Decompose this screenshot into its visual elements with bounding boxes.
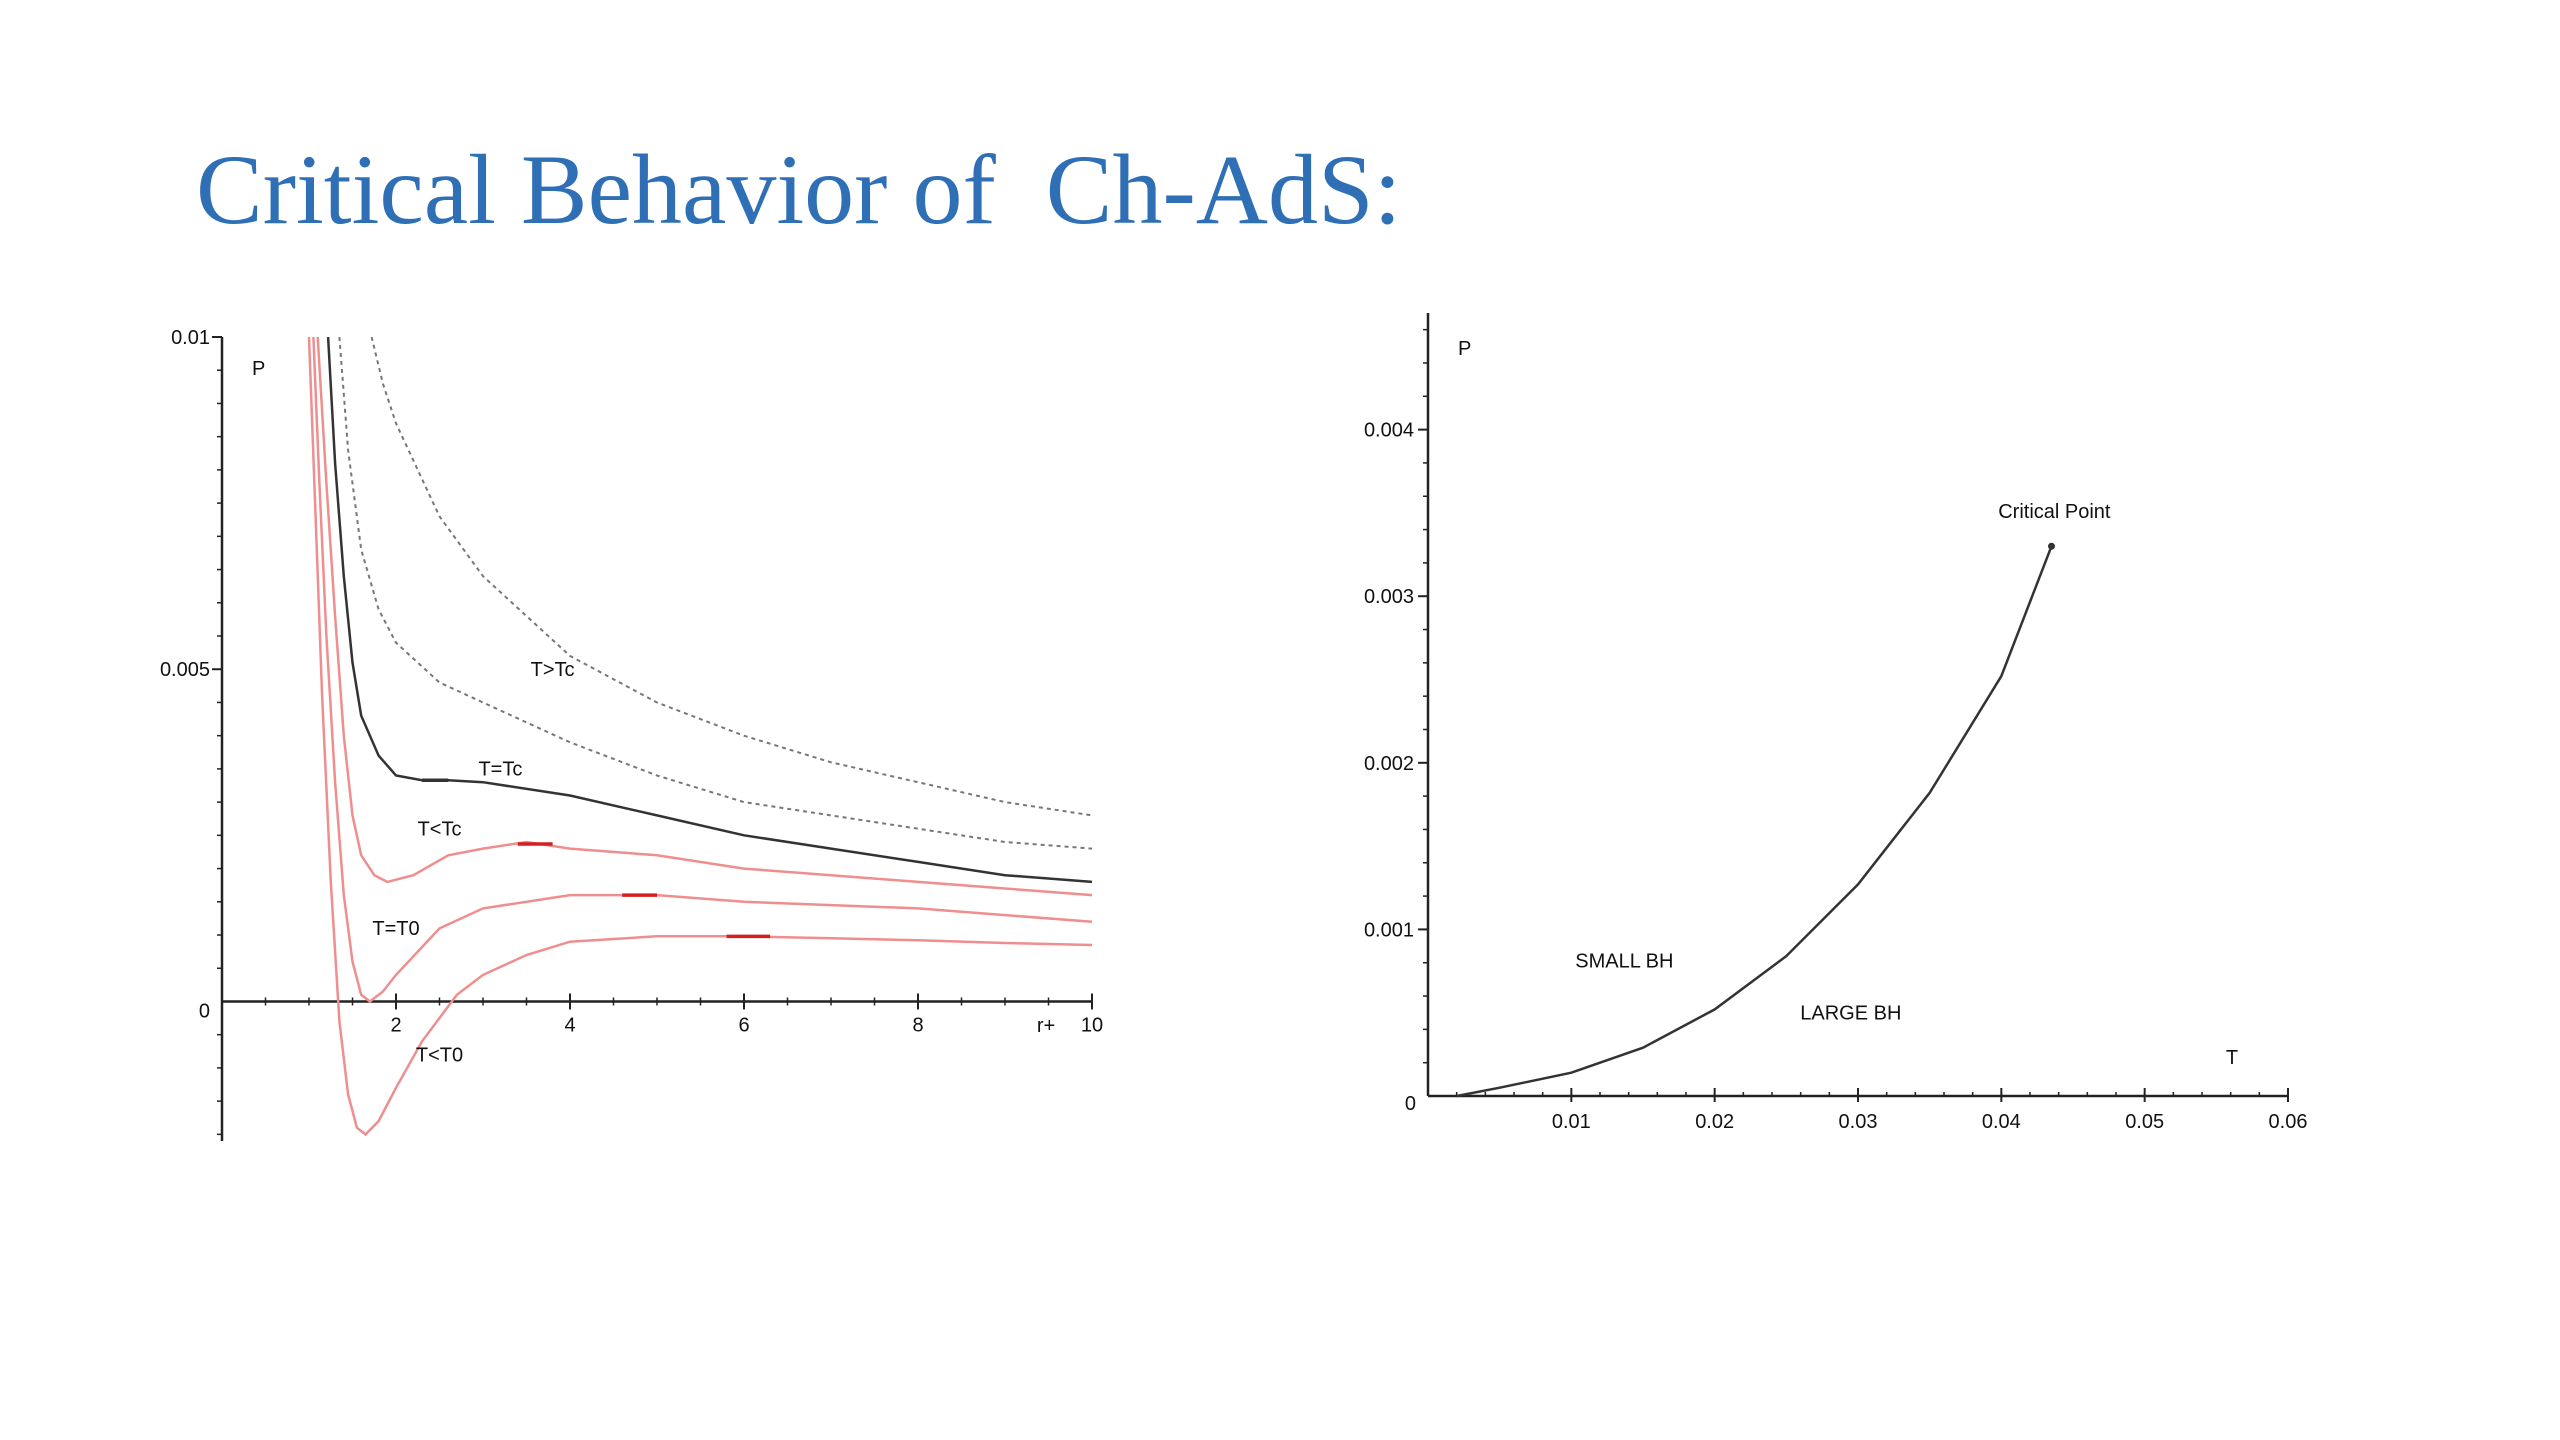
- x-tick-label: 10: [1081, 1014, 1103, 1036]
- series-line-TTc: [370, 337, 1093, 817]
- x-tick-label: 6: [738, 1014, 749, 1036]
- slide-title: Critical Behavior of Ch-AdS:: [196, 134, 1402, 245]
- x-axis-label: r+: [1037, 1015, 1055, 1037]
- curve-annotation: T>Tc: [531, 659, 575, 681]
- y-tick-label: 0.01: [171, 327, 210, 349]
- series-line-TT0: [307, 337, 1093, 1137]
- series-line-TT0: [312, 337, 1093, 1004]
- curve-annotation: T<T0: [416, 1044, 463, 1066]
- origin-label: 0: [199, 1000, 210, 1022]
- curve-annotation: T<Tc: [418, 818, 462, 840]
- curve-annotation: T=T0: [372, 918, 419, 940]
- x-tick-label: 4: [564, 1014, 575, 1036]
- x-tick-label: 8: [912, 1014, 923, 1036]
- y-axis-label: P: [252, 358, 265, 380]
- curve-annotation: T=Tc: [478, 759, 522, 781]
- series-line-unlabeled-1: [338, 337, 1093, 850]
- series-line-TTc: [326, 337, 1093, 884]
- x-tick-label: 2: [390, 1014, 401, 1036]
- series-line-TTc: [316, 337, 1093, 897]
- y-tick-label: 0.005: [160, 659, 210, 681]
